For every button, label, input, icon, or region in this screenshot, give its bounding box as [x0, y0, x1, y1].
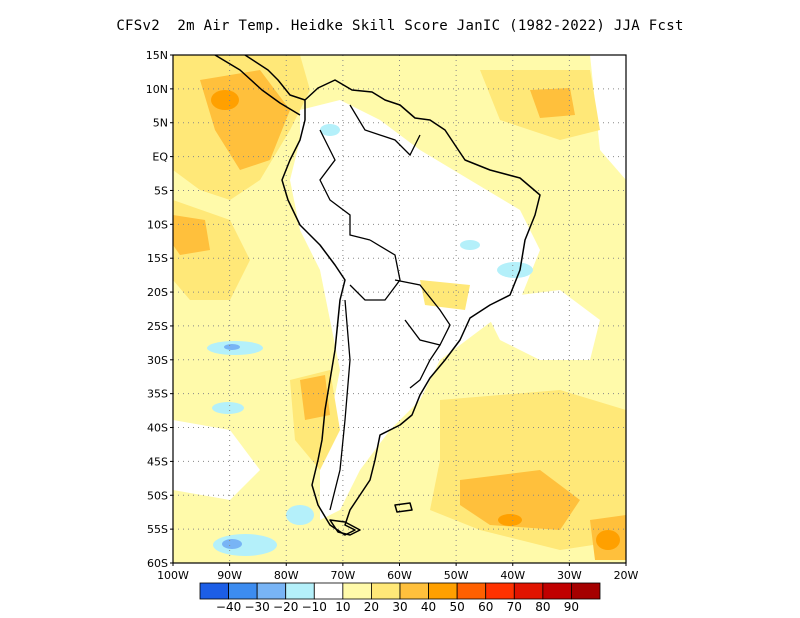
colorbar-label: 10: [335, 600, 350, 614]
lat-tick-label: 40S: [147, 422, 168, 435]
low-skill-area: [590, 55, 626, 180]
colorbar-label: −40: [216, 600, 241, 614]
skill-30-area: [460, 470, 580, 530]
colorbar-swatch: [571, 582, 601, 600]
colorbar-label: 50: [450, 600, 465, 614]
coastline: [214, 55, 541, 536]
colorbar-swatch: [456, 582, 487, 600]
negative-skill-area: [460, 240, 480, 250]
colorbar-label: −10: [302, 600, 327, 614]
colorbar-label: 20: [364, 600, 379, 614]
negative-skill-area: [497, 262, 533, 278]
lat-tick-label: EQ: [152, 151, 168, 164]
border: [349, 104, 421, 157]
caribbean-coast: [244, 55, 306, 101]
border: [409, 344, 441, 389]
colorbar-swatch: [485, 582, 515, 600]
colorbar-swatch: [342, 582, 372, 600]
border: [394, 279, 451, 346]
falkland-islands: [394, 502, 413, 513]
negative-skill-area: [222, 539, 242, 549]
negative-skill-area: [212, 402, 244, 414]
skill-30-area: [300, 375, 330, 420]
colorbar-swatch: [542, 582, 572, 600]
lon-tick-label: 40W: [500, 569, 525, 582]
lon-tick-label: 30W: [557, 569, 582, 582]
latitude-axis: 15N 10N 5N EQ 5S 10S 15S 20S 25S 30S 35S 40S 45S 50S 5…: [146, 49, 173, 570]
central-america-coast: [214, 55, 301, 116]
lon-tick-label: 100W: [157, 569, 189, 582]
skill-40-area: [596, 530, 620, 550]
lat-tick-label: 20S: [147, 286, 168, 299]
skill-30-area: [530, 88, 575, 118]
colorbar-swatch: [199, 582, 229, 600]
skill-20-area: [420, 280, 470, 310]
tierra-del-fuego: [329, 519, 361, 536]
lat-tick-label: 10N: [146, 83, 168, 96]
low-skill-area: [480, 290, 600, 360]
chart-title: CFSv2 2m Air Temp. Heidke Skill Score Ja…: [116, 18, 684, 34]
lon-tick-label: 80W: [274, 569, 299, 582]
colorbar-label: 90: [564, 600, 579, 614]
colorbar-label: 60: [478, 600, 493, 614]
lat-tick-label: 55S: [147, 523, 168, 536]
low-skill-area: [290, 100, 540, 520]
skill-40-area: [211, 90, 239, 110]
border: [329, 299, 351, 511]
south-america-coast: [281, 79, 541, 536]
colorbar-swatch: [371, 582, 401, 600]
colorbar-swatch: [228, 582, 258, 600]
negative-skill-area: [224, 344, 240, 350]
low-skill-area: [173, 420, 260, 500]
lon-tick-label: 90W: [217, 569, 242, 582]
lat-tick-label: 15S: [147, 252, 168, 265]
lat-tick-label: 45S: [147, 455, 168, 468]
negative-skill-area: [286, 505, 314, 525]
lat-tick-label: 30S: [147, 354, 168, 367]
colorbar-swatch: [399, 582, 429, 600]
lat-tick-label: 15N: [146, 49, 168, 62]
grid-lines: [173, 55, 626, 563]
colorbar-swatch: [313, 582, 344, 600]
lat-tick-label: 60S: [147, 557, 168, 570]
lon-tick-label: 60W: [387, 569, 412, 582]
colorbar-label: −20: [273, 600, 298, 614]
lon-tick-label: 50W: [444, 569, 469, 582]
colorbar-swatch: [256, 582, 287, 600]
country-borders: [319, 104, 451, 511]
skill-30-area: [173, 215, 210, 255]
colorbar-label: −30: [244, 600, 269, 614]
colorbar-label: 40: [421, 600, 436, 614]
lon-tick-label: 20W: [614, 569, 639, 582]
colorbar-label: 70: [507, 600, 522, 614]
border: [349, 239, 401, 301]
colorbar-label: 80: [535, 600, 550, 614]
lat-tick-label: 35S: [147, 388, 168, 401]
negative-skill-area: [320, 124, 340, 136]
colorbar-swatch: [428, 582, 458, 600]
lat-tick-label: 10S: [147, 218, 168, 231]
colorbar-swatch: [513, 582, 544, 600]
skill-40-area: [498, 514, 522, 526]
colorbar-swatch: [285, 582, 315, 600]
border: [319, 129, 371, 241]
shaded-field: [173, 55, 626, 563]
lat-tick-label: 5S: [154, 184, 168, 197]
lat-tick-label: 5N: [153, 117, 168, 130]
lat-tick-label: 50S: [147, 489, 168, 502]
lon-tick-label: 70W: [330, 569, 355, 582]
lat-tick-label: 25S: [147, 320, 168, 333]
longitude-axis: 100W 90W 80W 70W 60W 50W 40W 30W 20W: [157, 563, 639, 582]
colorbar-label: 30: [392, 600, 407, 614]
colorbar: −40 −30 −20 −10 10 20 30 40 50 60 70 80 90: [199, 582, 601, 614]
